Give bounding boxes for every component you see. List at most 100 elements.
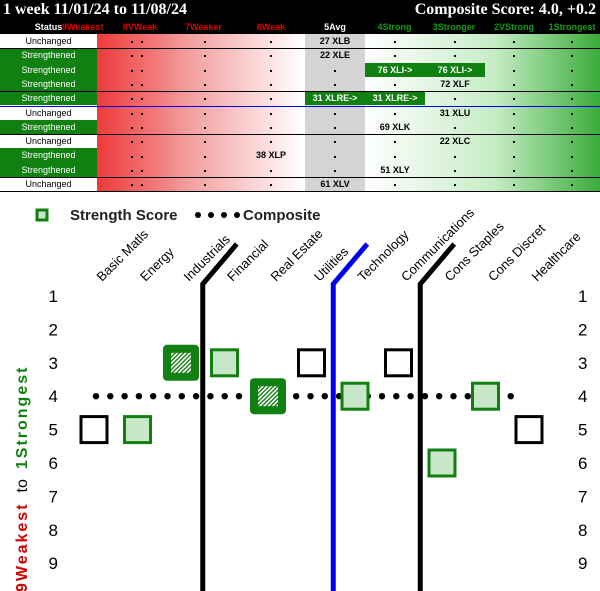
empty-cell-dot (513, 141, 515, 144)
y-ticks-right: 1 2 3 4 5 6 7 8 9 (578, 287, 587, 573)
y-axis-title: 9Weakestto1Strongest (14, 366, 31, 591)
empty-cell-dot (513, 184, 515, 187)
y-tick-left: 5 (49, 421, 58, 440)
legend-composite-dot (234, 212, 240, 218)
empty-cell-dot (571, 69, 573, 72)
empty-cell-dot (141, 126, 143, 129)
column-header: 5Avg (324, 22, 346, 32)
sector-divider (330, 242, 370, 591)
empty-cell-dot (334, 112, 336, 115)
composite-dot (221, 393, 228, 400)
composite-dot (393, 393, 400, 400)
empty-cell-dot (204, 169, 206, 172)
empty-cell-dot (394, 155, 396, 158)
row-status: Strengthened (0, 48, 97, 63)
strength-marker (210, 348, 239, 378)
empty-cell-dot (454, 155, 456, 158)
empty-cell-dot (141, 112, 143, 115)
table-cell: 38 XLP (255, 150, 286, 161)
table-cell: 51 XLY (380, 164, 410, 175)
sector-table: 1 week 11/01/24 to 11/08/24 Composite Sc… (0, 0, 600, 192)
period-title: 1 week 11/01/24 to 11/08/24 (3, 1, 187, 18)
y-tick-left: 8 (49, 521, 58, 540)
empty-cell-dot (141, 84, 143, 87)
composite-dot (293, 393, 300, 400)
group-separator (0, 177, 600, 178)
empty-cell-dot (270, 169, 272, 172)
composite-line (92, 393, 514, 400)
legend-composite-label: Composite (243, 207, 321, 224)
empty-cell-dot (141, 169, 143, 172)
empty-cell-dot (270, 69, 272, 72)
chart-legend: Strength Score Composite (35, 207, 321, 224)
empty-cell-dot (513, 98, 515, 101)
empty-cell-dot (141, 184, 143, 187)
composite-score: Composite Score: 4.0, +0.2 (414, 1, 596, 18)
composite-dot (135, 393, 143, 400)
empty-cell-dot (334, 84, 336, 87)
table-header: 1 week 11/01/24 to 11/08/24 Composite Sc… (0, 0, 600, 21)
empty-cell-dot (513, 112, 515, 115)
empty-cell-dot (131, 84, 133, 87)
legend-composite-dot (208, 212, 214, 218)
empty-cell-dot (204, 41, 206, 44)
empty-cell-dot (454, 98, 456, 101)
sector-divider (417, 242, 457, 591)
legend-strength-marker (35, 208, 49, 222)
empty-cell-dot (131, 98, 133, 101)
table-cell: 31 XLRE-> (365, 91, 425, 106)
empty-cell-dot (131, 55, 133, 58)
y-tick-left: 7 (49, 487, 58, 506)
composite-dot (464, 393, 471, 400)
composite-dot (107, 393, 114, 400)
empty-cell-dot (571, 55, 573, 58)
row-status: Strengthened (0, 62, 97, 77)
empty-cell-dot (571, 155, 573, 158)
legend-strength-label: Strength Score (70, 207, 178, 224)
empty-cell-dot (270, 141, 272, 144)
composite-dot (150, 393, 157, 400)
composite-dot (235, 393, 243, 400)
empty-cell-dot (454, 169, 456, 172)
strength-marker (123, 415, 152, 445)
empty-cell-dot (204, 84, 206, 87)
strength-marker (384, 348, 413, 378)
column-header: 2VStrong (493, 22, 534, 32)
row-status: Strengthened (0, 148, 97, 163)
empty-cell-dot (270, 126, 272, 129)
y-tick-left: 9 (49, 554, 58, 573)
empty-cell-dot (131, 69, 133, 72)
strength-marker (471, 381, 500, 411)
empty-cell-dot (334, 169, 336, 172)
strength-chart: Strength Score Composite 9Weakestto1Stron… (14, 205, 587, 591)
row-status: Strengthened (0, 76, 97, 92)
empty-cell-dot (204, 126, 206, 129)
y-tick-right: 8 (578, 521, 587, 540)
empty-cell-dot (394, 112, 396, 115)
empty-cell-dot (131, 141, 133, 144)
column-header: 6Weak (256, 22, 286, 32)
empty-cell-dot (270, 112, 272, 115)
empty-cell-dot (204, 112, 206, 115)
row-status: Strengthened (0, 119, 97, 135)
table-bottom-border (0, 191, 600, 192)
column-header: 7Weaker (185, 22, 222, 32)
empty-cell-dot (334, 141, 336, 144)
empty-cell-dot (270, 98, 272, 101)
row-status: Strengthened (0, 162, 97, 177)
table-cell: 31 XLU (439, 107, 471, 118)
composite-dot (407, 393, 414, 400)
group-dividers (200, 242, 457, 591)
empty-cell-dot (454, 126, 456, 129)
y-tick-right: 7 (578, 487, 587, 506)
y-tick-right: 6 (578, 454, 587, 473)
empty-cell-dot (204, 69, 206, 72)
y-tick-left: 2 (49, 320, 58, 339)
empty-cell-dot (204, 98, 206, 101)
empty-cell-dot (131, 112, 133, 115)
composite-dot (207, 393, 214, 400)
legend-composite-dot (195, 212, 201, 218)
empty-cell-dot (131, 155, 133, 158)
composite-dot (92, 393, 100, 400)
weak-zone (97, 34, 305, 192)
